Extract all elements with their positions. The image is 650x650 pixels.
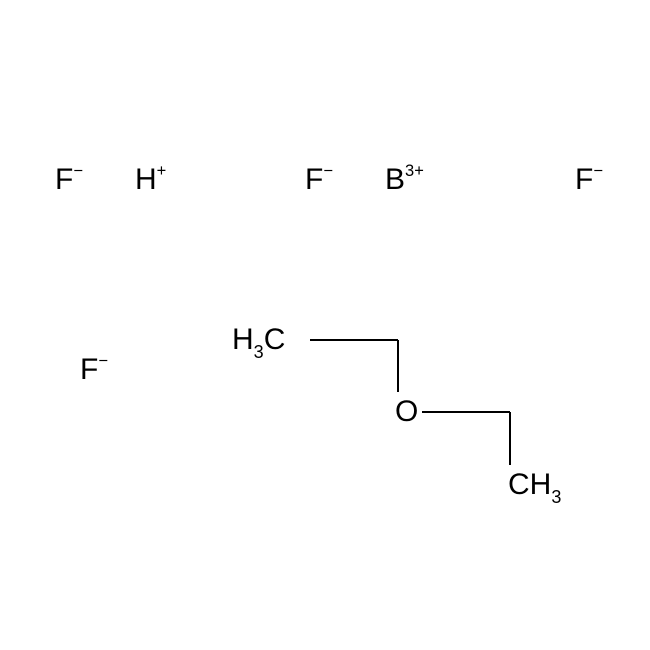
oxygen-atom: O <box>395 397 418 427</box>
atom-label: O <box>395 395 418 428</box>
atom-part: CH <box>508 468 551 501</box>
atom-sub: 3 <box>551 487 561 507</box>
bond-lines <box>0 0 650 650</box>
methyl-group-left: H3C <box>232 325 285 359</box>
chemical-structure-canvas: F− H+ F− B3+ F− F− H3C O CH3 <box>0 0 650 650</box>
atom-part: C <box>264 323 286 356</box>
atom-sub: 3 <box>254 342 264 362</box>
atom-part: H <box>232 323 254 356</box>
methyl-group-right: CH3 <box>508 470 561 504</box>
